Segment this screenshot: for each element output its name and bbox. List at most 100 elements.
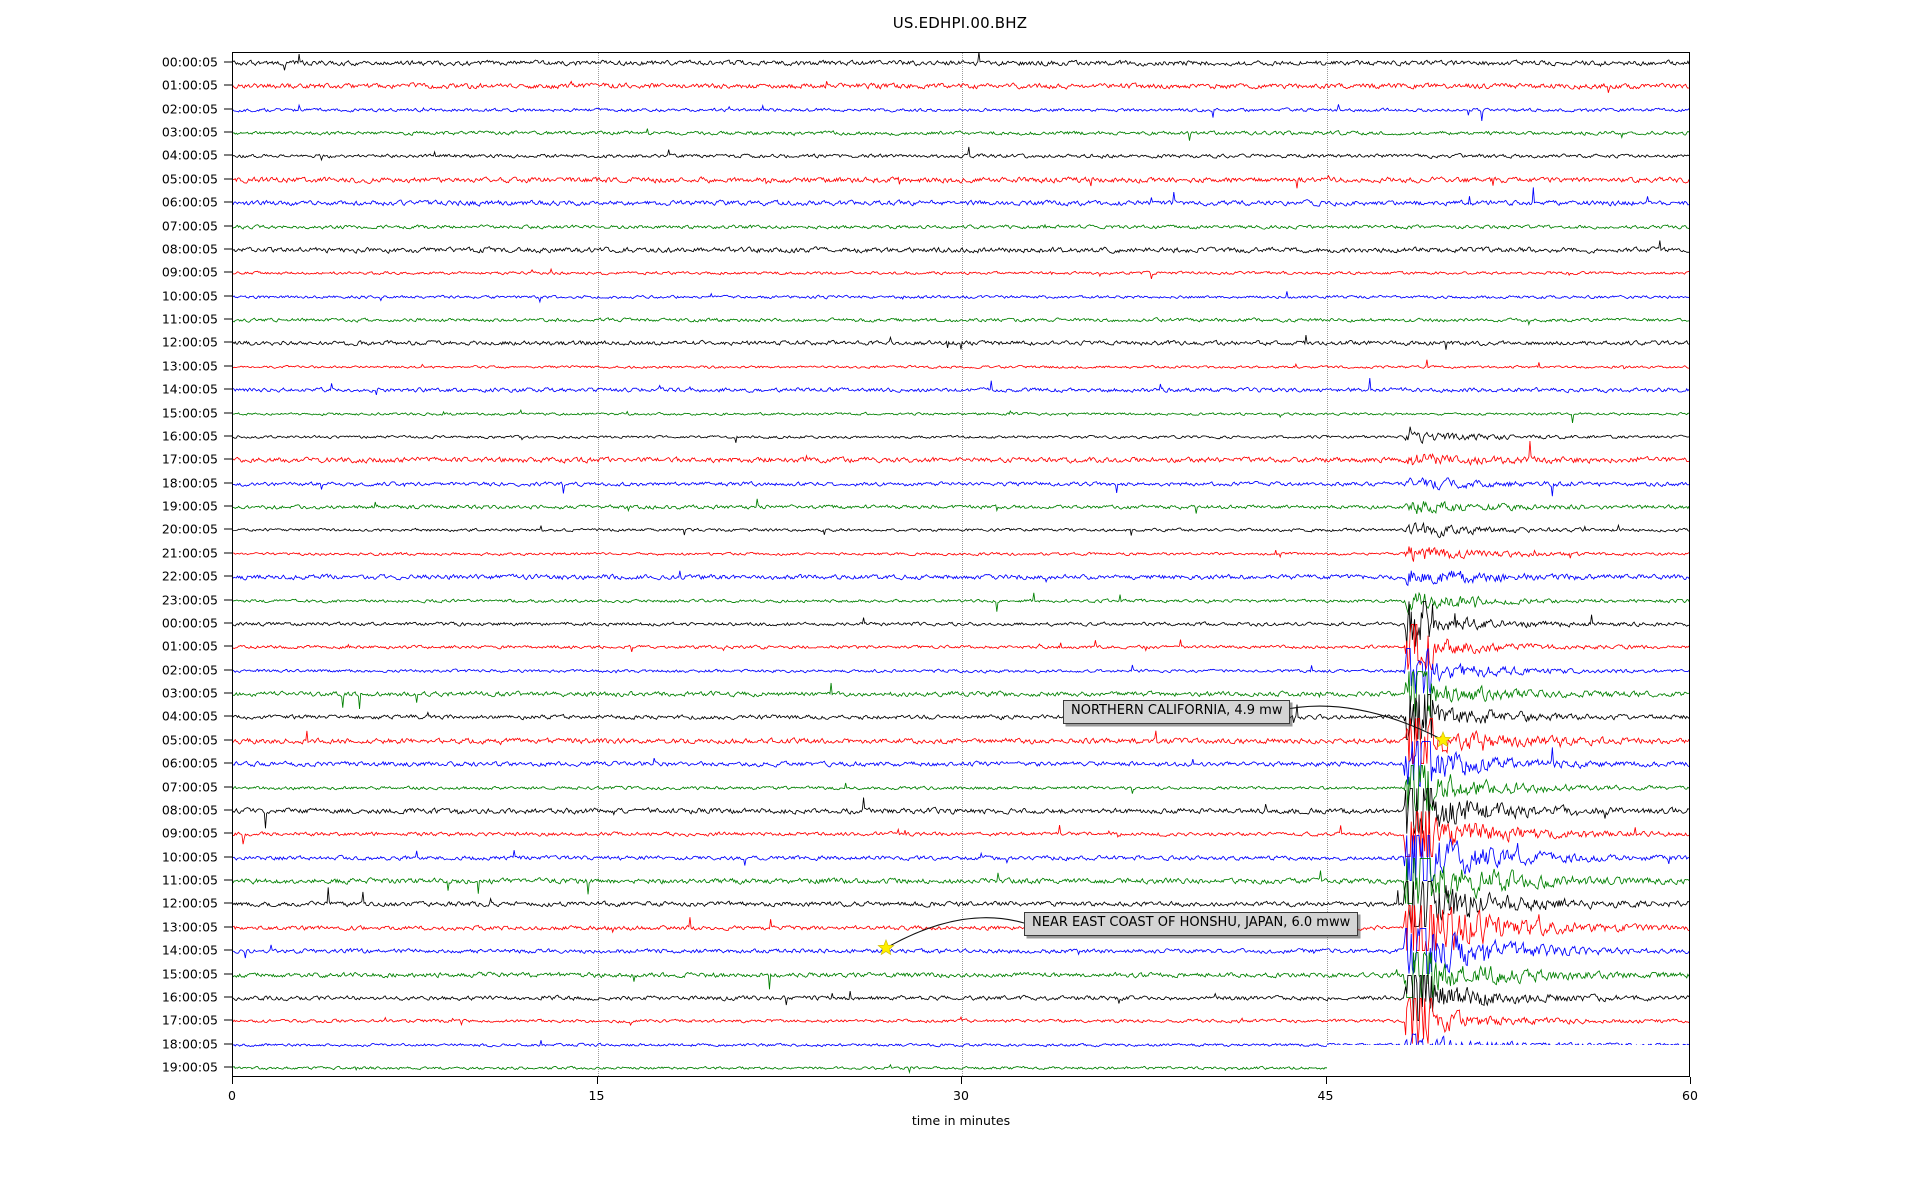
seismic-trace xyxy=(233,507,1689,553)
y-axis-tick-mark xyxy=(224,926,232,928)
y-axis-tick-label: 17:00:05 xyxy=(161,1012,218,1028)
y-axis-tick-label: 07:00:05 xyxy=(161,218,218,234)
y-axis-tick-label: 20:00:05 xyxy=(161,521,218,537)
y-axis-tick-mark xyxy=(224,178,232,180)
y-axis-tick-mark xyxy=(224,154,232,156)
y-axis-tick-label: 00:00:05 xyxy=(161,54,218,70)
y-axis-tick-label: 23:00:05 xyxy=(161,592,218,608)
y-axis-tick-mark xyxy=(224,973,232,974)
y-axis-tick-label: 04:00:05 xyxy=(161,708,218,724)
plot-area xyxy=(232,52,1690,1077)
y-axis-tick-mark xyxy=(224,341,232,343)
y-axis-tick-mark xyxy=(224,61,232,63)
seismic-trace xyxy=(233,998,1689,1044)
y-axis-tick-mark xyxy=(224,435,232,437)
seismic-trace xyxy=(233,788,1689,834)
y-axis-tick-mark xyxy=(224,528,232,530)
x-axis-tick-label: 60 xyxy=(1682,1088,1698,1103)
seismic-trace xyxy=(233,952,1689,998)
y-axis-tick-mark xyxy=(224,1043,232,1045)
y-axis-tick-label: 06:00:05 xyxy=(161,194,218,210)
x-axis-tick-label: 15 xyxy=(588,1088,605,1103)
seismic-trace xyxy=(233,881,1689,927)
y-axis-tick-label: 21:00:05 xyxy=(161,545,218,561)
x-axis-tick-label: 0 xyxy=(228,1088,236,1103)
seismic-trace xyxy=(233,905,1689,951)
y-axis-tick-label: 19:00:05 xyxy=(161,498,218,514)
y-axis-tick-label: 01:00:05 xyxy=(161,77,218,93)
y-axis-tick-labels: 00:00:05 01:00:05 02:00:05 03:00:05 04:00:05… xyxy=(0,0,232,1200)
seismic-trace xyxy=(233,811,1689,857)
seismic-trace xyxy=(233,718,1689,764)
page-title: US.EDHPI.00.BHZ xyxy=(892,14,1028,32)
y-axis-tick-label: 10:00:05 xyxy=(161,849,218,865)
y-axis-tick-label: 12:00:05 xyxy=(161,334,218,350)
seismic-trace xyxy=(233,858,1689,904)
seismic-trace xyxy=(233,250,1689,296)
seismic-trace xyxy=(233,461,1689,507)
seismic-trace xyxy=(233,367,1689,413)
x-axis-tick-labels: 0 15 30 45 60 xyxy=(0,1077,1920,1137)
gridline-vertical xyxy=(1326,53,1328,1076)
y-axis-tick-mark xyxy=(224,575,232,577)
seismic-trace xyxy=(233,110,1689,156)
y-axis-tick-mark xyxy=(224,108,232,110)
y-axis-tick-label: 00:00:05 xyxy=(161,615,218,631)
y-axis-tick-label: 08:00:05 xyxy=(161,241,218,257)
seismic-trace xyxy=(233,624,1689,670)
y-axis-tick-mark xyxy=(224,856,232,858)
y-axis-tick-mark xyxy=(224,622,232,624)
trace-no-data-mask xyxy=(1326,1045,1689,1076)
y-axis-tick-label: 11:00:05 xyxy=(161,311,218,327)
y-axis-tick-mark xyxy=(224,248,232,250)
y-axis-tick-label: 08:00:05 xyxy=(161,802,218,818)
y-axis-tick-label: 16:00:05 xyxy=(161,989,218,1005)
seismic-trace xyxy=(233,694,1689,740)
y-axis-tick-label: 13:00:05 xyxy=(161,919,218,935)
y-axis-tick-label: 02:00:05 xyxy=(161,662,218,678)
y-axis-tick-mark xyxy=(224,996,232,998)
x-axis-tick-mark xyxy=(1325,1077,1327,1084)
x-axis-tick-mark xyxy=(596,1077,598,1084)
y-axis-tick-label: 15:00:05 xyxy=(161,966,218,981)
seismic-trace xyxy=(233,297,1689,343)
y-axis-tick-label: 04:00:05 xyxy=(161,147,218,163)
gridline-vertical xyxy=(962,53,963,1076)
y-axis-tick-mark xyxy=(224,1019,232,1021)
y-axis-tick-mark xyxy=(224,1066,232,1068)
seismic-trace xyxy=(233,578,1689,624)
y-axis-tick-label: 05:00:05 xyxy=(161,732,218,748)
seismic-trace xyxy=(233,87,1689,133)
y-axis-tick-label: 02:00:05 xyxy=(161,101,218,117)
y-axis-tick-label: 18:00:05 xyxy=(161,475,218,491)
y-axis-tick-mark xyxy=(224,482,232,484)
y-axis-tick-label: 03:00:05 xyxy=(161,685,218,701)
seismic-trace xyxy=(233,484,1689,530)
y-axis-tick-mark xyxy=(224,879,232,881)
y-axis-tick-mark xyxy=(224,669,232,671)
y-axis-tick-mark xyxy=(224,84,232,86)
event-annotation-label: NEAR EAST COAST OF HONSHU, JAPAN, 6.0 mw… xyxy=(1024,912,1359,936)
y-axis-tick-label: 15:00:05 xyxy=(161,405,218,421)
x-axis-tick-label: 30 xyxy=(953,1088,969,1103)
y-axis-tick-mark xyxy=(224,762,232,764)
y-axis-tick-label: 14:00:05 xyxy=(161,942,218,958)
x-axis-tick-mark xyxy=(232,1077,233,1084)
gridline-vertical xyxy=(597,53,599,1076)
y-axis-tick-mark xyxy=(224,318,232,320)
y-axis-tick-mark xyxy=(224,365,232,367)
y-axis-tick-label: 11:00:05 xyxy=(161,872,218,888)
y-axis-tick-mark xyxy=(224,739,232,741)
seismic-trace xyxy=(233,320,1689,366)
seismic-trace xyxy=(233,835,1689,881)
seismic-trace xyxy=(233,531,1689,577)
seismic-trace xyxy=(233,437,1689,483)
y-axis-tick-mark xyxy=(224,388,232,390)
y-axis-tick-label: 01:00:05 xyxy=(161,638,218,654)
x-axis-tick-mark xyxy=(1690,1077,1691,1084)
x-axis-tick-mark xyxy=(961,1077,962,1084)
seismic-trace xyxy=(233,975,1689,1021)
seismic-trace xyxy=(233,274,1689,320)
y-axis-tick-label: 19:00:05 xyxy=(161,1059,218,1075)
y-axis-tick-mark xyxy=(224,786,232,788)
